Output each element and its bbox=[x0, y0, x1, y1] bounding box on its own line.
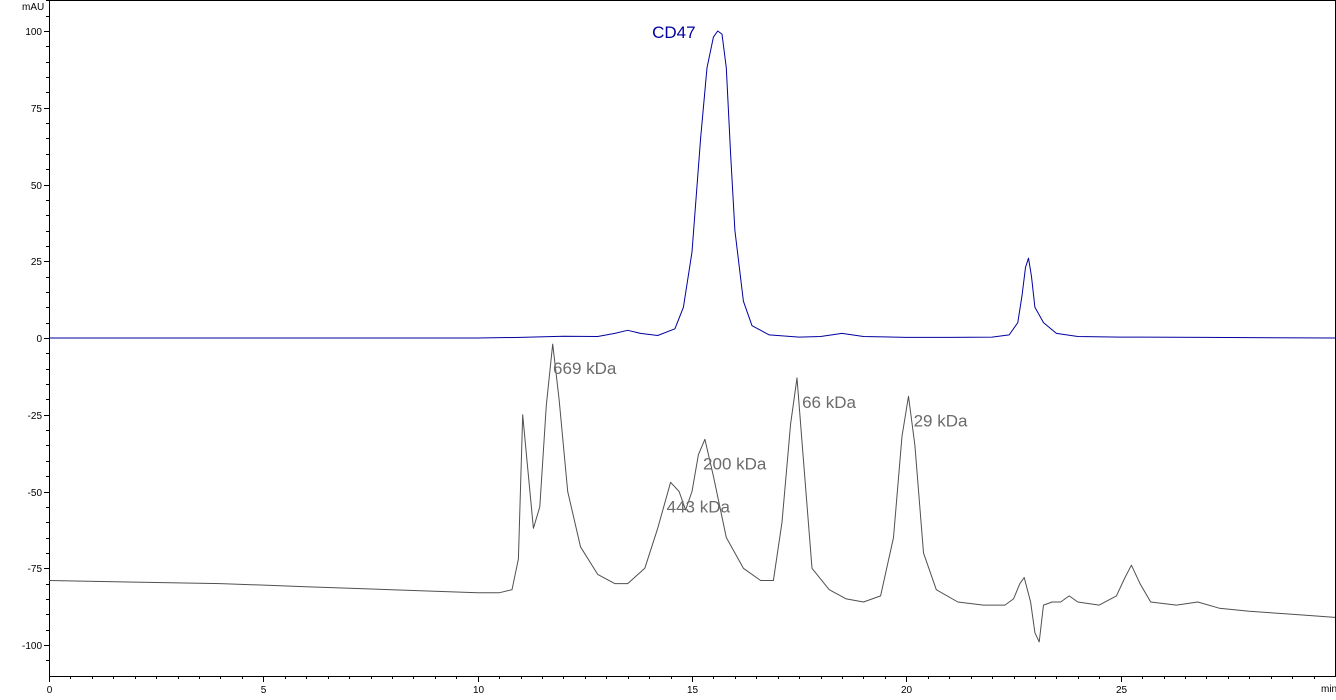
standard-trace-line bbox=[48, 343, 1336, 643]
x-tick-label: 20 bbox=[901, 685, 913, 696]
y-tick-label: -50 bbox=[28, 488, 43, 499]
y-tick-label: -75 bbox=[28, 564, 43, 575]
y-tick-label: 0 bbox=[36, 334, 42, 345]
x-tick-label: 0 bbox=[47, 685, 53, 696]
y-tick-label: -100 bbox=[22, 641, 42, 652]
peak-annotations: CD47 669 kDa 443 kDa 200 kDa 66 kDa 29 kDa bbox=[553, 23, 968, 516]
y-tick-label: 100 bbox=[25, 27, 42, 38]
x-unit-label: min bbox=[1321, 684, 1336, 695]
standard-peak-label: 66 kDa bbox=[802, 393, 856, 412]
standard-peak-label: 669 kDa bbox=[553, 359, 617, 378]
standard-peak-label: 200 kDa bbox=[703, 454, 767, 473]
x-tick-label: 5 bbox=[261, 685, 267, 696]
y-tick-label: 75 bbox=[31, 104, 43, 115]
x-tick-label: 25 bbox=[1116, 685, 1128, 696]
cd47-trace-line bbox=[49, 30, 1336, 339]
y-tick-label: 50 bbox=[31, 181, 43, 192]
y-tick-label: -25 bbox=[28, 411, 43, 422]
series bbox=[48, 30, 1336, 643]
x-tick-label: 15 bbox=[687, 685, 699, 696]
standard-peak-label: 29 kDa bbox=[914, 411, 968, 430]
cd47-peak-label: CD47 bbox=[652, 23, 695, 42]
standard-peak-label: 443 kDa bbox=[667, 497, 731, 516]
x-tick-label: 10 bbox=[473, 685, 485, 696]
ticks: 100 75 50 25 0 -25 -50 -75 -100 0 5 10 15 20 25 bbox=[22, 0, 1315, 696]
y-tick-label: 25 bbox=[31, 257, 43, 268]
y-unit-label: mAU bbox=[22, 2, 44, 13]
